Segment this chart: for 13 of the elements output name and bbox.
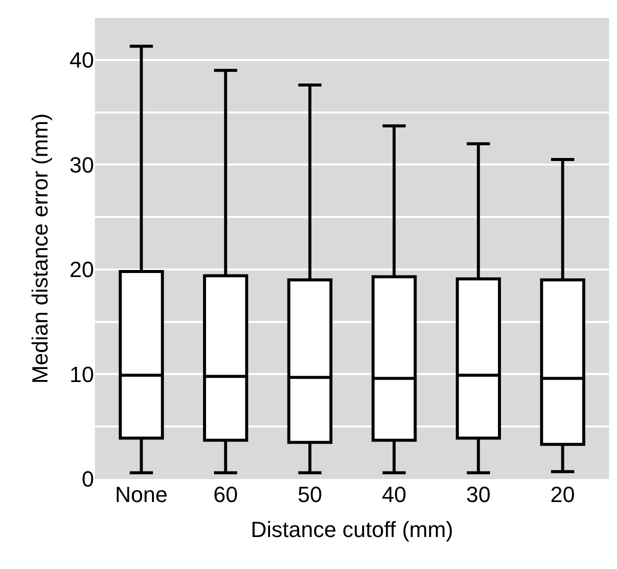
x-tick-label: 40: [382, 482, 406, 507]
x-axis-title: Distance cutoff (mm): [250, 516, 454, 542]
x-tick-label: 50: [298, 482, 322, 507]
y-tick-label: 0: [82, 466, 94, 492]
y-tick-label: 20: [70, 257, 94, 282]
x-tick-label: 20: [550, 482, 575, 507]
y-axis-title: Median distance error (mm): [27, 113, 52, 384]
x-tick-label: None: [115, 482, 168, 507]
y-tick-label: 40: [70, 48, 94, 73]
y-tick-label: 10: [70, 362, 94, 387]
y-tick-label: 30: [70, 152, 94, 178]
x-tick-label: 30: [466, 482, 491, 507]
x-tick-label: 60: [213, 482, 238, 507]
